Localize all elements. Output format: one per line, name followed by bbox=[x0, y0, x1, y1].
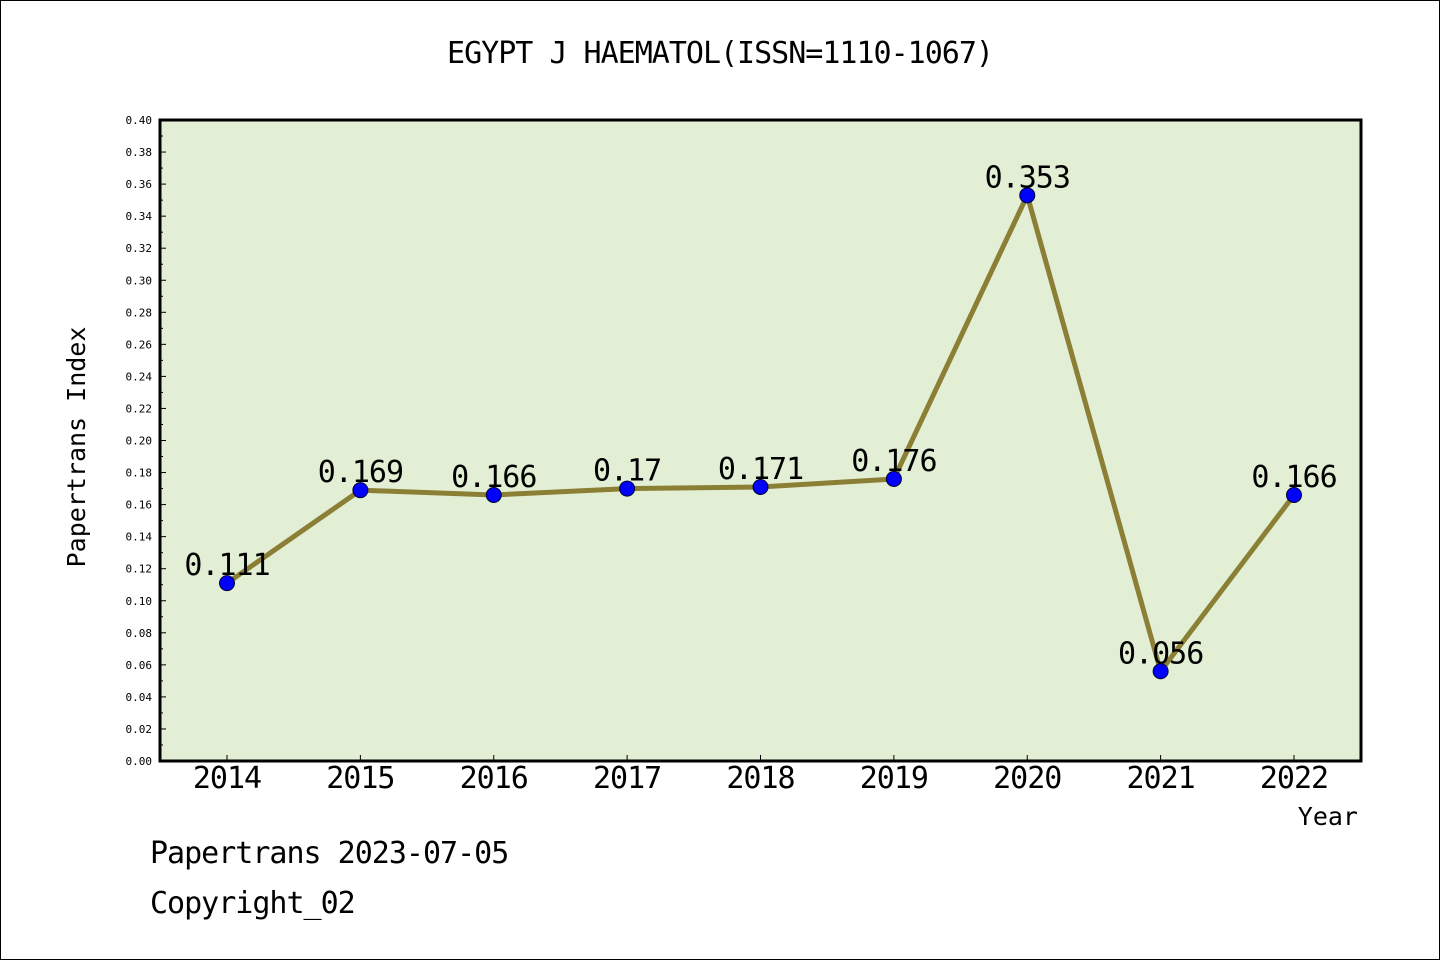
chart-title: EGYPT J HAEMATOL(ISSN=1110-1067) bbox=[447, 36, 994, 71]
y-tick-label: 0.26 bbox=[126, 338, 153, 351]
x-tick-label: 2020 bbox=[993, 761, 1061, 796]
y-tick-label: 0.34 bbox=[126, 210, 153, 223]
y-tick-label: 0.24 bbox=[126, 370, 153, 383]
x-tick-label: 2019 bbox=[860, 761, 928, 796]
y-tick-label: 0.14 bbox=[126, 531, 153, 544]
x-axis: 2014 2015 2016 2017 2018 2019 2020 2021 2022 bbox=[193, 755, 1329, 796]
x-tick-label: 2014 bbox=[193, 761, 261, 796]
x-axis-label: Year bbox=[1298, 802, 1358, 831]
data-label: 0.056 bbox=[1118, 636, 1203, 671]
y-tick-label: 0.08 bbox=[126, 627, 153, 640]
y-axis-label: Papertrans Index bbox=[62, 327, 91, 568]
data-label: 0.166 bbox=[1251, 460, 1336, 495]
data-point bbox=[1019, 187, 1036, 204]
x-tick-label: 2015 bbox=[326, 761, 394, 796]
x-tick-label: 2018 bbox=[726, 761, 794, 796]
y-tick-label: 0.16 bbox=[126, 499, 153, 512]
data-point bbox=[619, 480, 636, 497]
data-point bbox=[885, 470, 902, 487]
data-point bbox=[352, 482, 369, 499]
plot-area bbox=[158, 118, 1363, 763]
data-label: 0.353 bbox=[985, 160, 1070, 195]
y-tick-label: 0.38 bbox=[126, 146, 153, 159]
data-point bbox=[219, 575, 235, 592]
data-point bbox=[1286, 486, 1302, 503]
y-tick-label: 0.10 bbox=[126, 595, 153, 608]
data-labels: 0.111 0.169 0.166 0.17 0.171 0.176 0.353 0.056 0… bbox=[184, 160, 1337, 671]
y-tick-label: 0.20 bbox=[126, 435, 153, 448]
y-tick-label: 0.04 bbox=[126, 691, 153, 704]
y-tick-label: 0.36 bbox=[126, 178, 153, 191]
data-point bbox=[485, 486, 502, 503]
y-tick-label: 0.18 bbox=[126, 467, 153, 480]
footer-copyright: Copyright_02 bbox=[150, 886, 356, 921]
y-tick-label: 0.22 bbox=[126, 402, 153, 415]
y-tick-label: 0.40 bbox=[126, 114, 153, 127]
data-label: 0.166 bbox=[451, 460, 536, 495]
data-label: 0.171 bbox=[718, 452, 803, 487]
x-tick-label: 2021 bbox=[1127, 761, 1195, 796]
footer-date: Papertrans 2023-07-05 bbox=[150, 836, 509, 871]
series-markers bbox=[219, 187, 1302, 680]
y-tick-label: 0.12 bbox=[126, 563, 153, 576]
y-tick-label: 0.00 bbox=[126, 755, 153, 768]
x-tick-label: 2022 bbox=[1260, 761, 1328, 796]
data-label: 0.176 bbox=[851, 444, 936, 479]
x-tick-label: 2017 bbox=[593, 761, 661, 796]
y-tick-label: 0.06 bbox=[126, 659, 153, 672]
data-label: 0.111 bbox=[184, 548, 269, 583]
y-tick-label: 0.30 bbox=[126, 274, 153, 287]
data-point bbox=[1152, 663, 1169, 680]
y-axis: 0.00 0.02 0.04 0.06 0.08 0.10 0.12 0.14 0.16 0.18… bbox=[126, 114, 166, 768]
data-label: 0.17 bbox=[593, 454, 661, 489]
y-tick-label: 0.02 bbox=[126, 723, 153, 736]
y-tick-label: 0.28 bbox=[126, 306, 153, 319]
data-point bbox=[752, 478, 769, 495]
x-tick-label: 2016 bbox=[460, 761, 528, 796]
y-tick-label: 0.32 bbox=[126, 242, 153, 255]
data-label: 0.169 bbox=[318, 455, 403, 490]
